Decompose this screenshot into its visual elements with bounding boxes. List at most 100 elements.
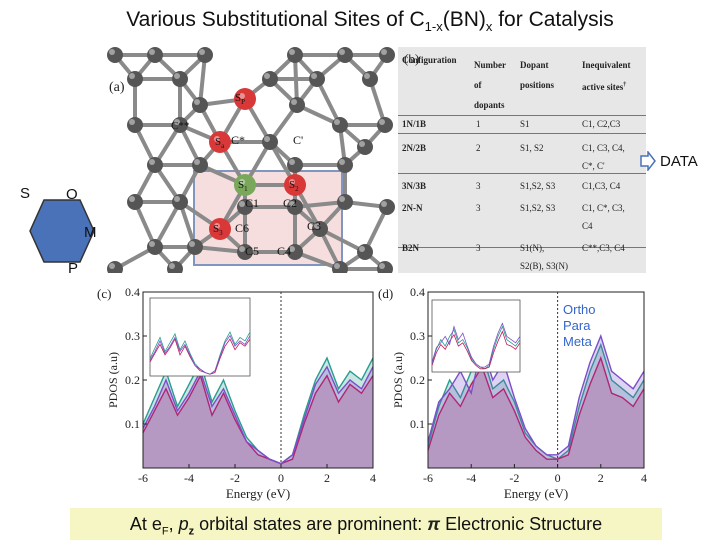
carbon-atom [287, 47, 303, 63]
carbon-atom [167, 261, 183, 273]
carbon-atom [127, 71, 143, 87]
carbon-atom [312, 221, 328, 237]
carbon-atom [377, 261, 393, 273]
label-c2: C2 [283, 196, 297, 210]
carbon-atom [379, 47, 395, 63]
y-tick-label: 0.1 [410, 417, 425, 431]
pdos-chart-d: (d) -6 -4 -2 0 2 4 0.1 0.2 0.3 0.4 Energy (eV) PDOS … [378, 285, 647, 501]
carbon-atom [237, 199, 253, 215]
header-sites: Inequivalent active sites† [582, 60, 631, 92]
dopant-atom [234, 174, 256, 196]
carbon-atom [192, 97, 208, 113]
carbon-atom [287, 157, 303, 173]
label-c3: C3 [307, 219, 321, 233]
label-sp: SP [235, 92, 245, 106]
carbon-atom [107, 261, 123, 273]
data-link[interactable]: DATA [640, 150, 698, 172]
label-sa: Sa [215, 136, 225, 150]
inset-line [149, 334, 251, 375]
header-positions: Dopant positions [520, 60, 555, 90]
dopant-atom [234, 88, 256, 110]
carbon-atom [377, 117, 393, 133]
carbon-atom [147, 47, 163, 63]
carbon-atom [289, 97, 305, 113]
label-c-star: C* [231, 133, 245, 147]
legend-meta: Meta [563, 334, 592, 349]
carbon-atom [337, 194, 353, 210]
header-number: Number of dopants [474, 60, 506, 110]
carbon-atom [287, 244, 303, 260]
hexagon-nav [29, 199, 95, 263]
carbon-atom [357, 139, 373, 155]
y-tick-label: 0.3 [410, 329, 425, 343]
series-line [142, 373, 374, 465]
carbon-atom [309, 71, 325, 87]
label-c-star-star: C** [171, 120, 189, 132]
carbon-atom [197, 47, 213, 63]
carbon-atom [192, 157, 208, 173]
carbon-atom [337, 47, 353, 63]
series-line [427, 333, 645, 456]
hex-label-s[interactable]: S [20, 185, 31, 202]
series-area [428, 344, 644, 468]
panel-a-label: (a) [109, 80, 125, 95]
legend-ortho: Ortho [563, 302, 596, 317]
y-tick-label: 0.2 [410, 373, 425, 387]
conclusion-caption: At eF, pz orbital states are prominent: … [70, 508, 662, 540]
table-header: Configuration Number of dopants Dopant posi… [398, 47, 646, 115]
dopant-atom [209, 131, 231, 153]
inset-line [431, 330, 521, 370]
x-tick-label: 2 [598, 471, 604, 485]
hexagon-shape [29, 199, 95, 263]
inset-plot [149, 297, 251, 377]
x-tick-label: -6 [423, 471, 433, 485]
legend-para: Para [563, 318, 591, 333]
carbon-atom [147, 157, 163, 173]
y-tick-label: 0.3 [125, 329, 140, 343]
label-c-prime: C' [293, 133, 303, 147]
label-c1: C1 [245, 196, 259, 210]
series-area [143, 375, 373, 468]
carbon-atom [147, 239, 163, 255]
legend: Ortho Para Meta [563, 302, 596, 350]
carbon-atom [362, 71, 378, 87]
label-c4: C4 [277, 244, 291, 258]
carbon-atom [107, 47, 123, 63]
carbon-atom [127, 194, 143, 210]
x-tick-label: -6 [138, 471, 148, 485]
y-tick-label: 0.4 [125, 285, 140, 299]
hex-label-o[interactable]: O [66, 186, 78, 203]
carbon-atom [187, 239, 203, 255]
carbon-atom [332, 117, 348, 133]
panel-label: (d) [378, 286, 393, 301]
y-tick-label: 0.4 [410, 285, 425, 299]
lattice-structure-figure: (a) SP Sa C** C* C' S1 S2 S3 C1 C2 C3 C6… [95, 47, 400, 273]
carbon-atom [337, 157, 353, 173]
label-s3: S3 [213, 223, 223, 237]
hex-label-p[interactable]: P [68, 260, 79, 277]
carbon-atom [237, 244, 253, 260]
carbon-atom [172, 194, 188, 210]
x-tick-label: 0 [278, 471, 284, 485]
carbon-atom [357, 244, 373, 260]
y-axis-label: PDOS (a.u) [106, 352, 120, 408]
dopant-atom [209, 218, 231, 240]
carbon-atom [262, 71, 278, 87]
carbon-atom [172, 117, 188, 133]
x-axis-label: Energy (eV) [504, 486, 568, 501]
x-tick-label: -4 [466, 471, 476, 485]
slide-title: Various Substitutional Sites of C1-x(BN)… [126, 8, 614, 35]
panel-b-label: (b) [404, 51, 420, 66]
data-link-label: DATA [660, 152, 698, 170]
pdos-chart-c: (c) -6 -4 -2 0 2 4 0.1 0.2 0.3 0.4 Energy (eV) PDOS … [97, 285, 376, 501]
x-tick-label: 4 [370, 471, 376, 485]
arrow-right-icon [640, 151, 656, 171]
x-tick-label: -2 [509, 471, 519, 485]
header-config: Configuration [402, 55, 457, 65]
hex-label-m[interactable]: M [84, 224, 97, 241]
dopant-table: (b) Configuration Number of dopants Dopant… [398, 47, 646, 273]
x-tick-label: -2 [230, 471, 240, 485]
x-tick-label: -4 [184, 471, 194, 485]
y-tick-label: 0.1 [125, 417, 140, 431]
series-line [142, 365, 374, 465]
